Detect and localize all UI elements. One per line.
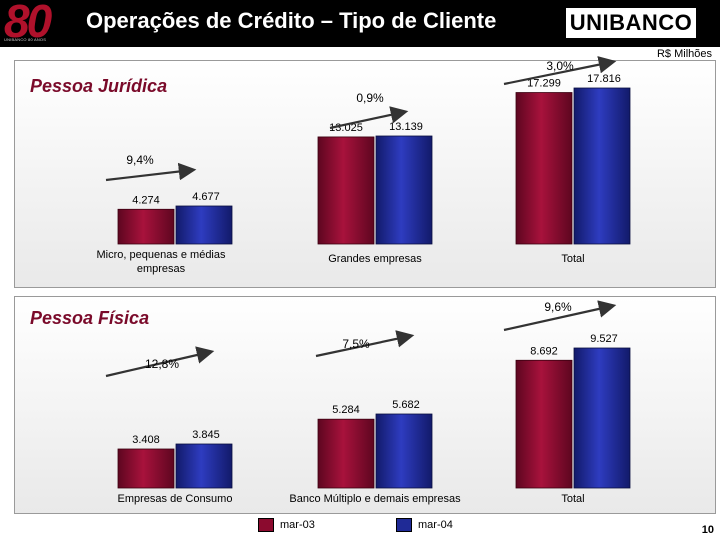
bar-pf-0-mar-03 [117, 448, 175, 489]
bar-pj-0-mar-03 [117, 208, 175, 245]
section-title-pf: Pessoa Física [30, 308, 150, 328]
legend-item-mar-03: mar-03 [258, 518, 315, 532]
legend-label-mar-04: mar-04 [418, 518, 453, 531]
unit-label: R$ Milhões [656, 48, 712, 60]
header-bar: 80 UNIBANCO 80 ANOS Operações de Crédito… [0, 0, 720, 47]
data-label-pf-1-mar-04: 5.682 [392, 399, 420, 411]
bar-pj-1-mar-04 [375, 135, 433, 245]
growth-label-pj-0: 9,4% [126, 153, 154, 167]
growth-arrow-pj-1 [329, 106, 409, 130]
anniversary-logo: 80 UNIBANCO 80 ANOS [2, 0, 72, 47]
category-label-pf-0: Empresas de Consumo [118, 493, 233, 505]
category-label-pj-1: Grandes empresas [328, 253, 422, 265]
data-label-pj-0-mar-04: 4.677 [192, 191, 220, 203]
logo-number: 80 [4, 0, 52, 47]
data-label-pf-2-mar-04: 9.527 [590, 333, 618, 345]
bar-pj-0-mar-04 [175, 205, 233, 245]
bar-pj-1-mar-03 [317, 136, 375, 245]
legend-swatch-mar-04 [396, 518, 412, 532]
data-label-pj-1-mar-04: 13.139 [389, 121, 423, 133]
growth-label-pf-1: 7,5% [342, 337, 370, 351]
data-label-pf-2-mar-03: 8.692 [530, 345, 558, 357]
page-title: Operações de Crédito – Tipo de Cliente [86, 8, 497, 33]
section-title-pj: Pessoa Jurídica [30, 76, 168, 96]
growth-arrow-pj-0 [105, 162, 197, 182]
bar-pf-0-mar-04 [175, 443, 233, 489]
data-label-pj-2-mar-04: 17.816 [587, 73, 621, 85]
data-label-pj-0-mar-03: 4.274 [132, 194, 160, 206]
legend-item-mar-04: mar-04 [396, 518, 453, 532]
bar-pf-1-mar-04 [375, 413, 433, 489]
brand-logo: UNIBANCO [566, 8, 696, 38]
growth-label-pj-1: 0,9% [356, 91, 384, 105]
growth-label-pj-2: 3,0% [546, 59, 574, 73]
legend-swatch-mar-03 [258, 518, 274, 532]
growth-arrow-pf-0 [105, 346, 215, 378]
bar-pf-2-mar-03 [515, 359, 573, 489]
category-label-pf-1: Banco Múltiplo e demais empresas [289, 493, 461, 505]
data-label-pj-2-mar-03: 17.299 [527, 78, 561, 90]
category-label-pf-2: Total [561, 493, 584, 505]
growth-label-pf-2: 9,6% [544, 300, 572, 314]
bar-pf-2-mar-04 [573, 347, 631, 489]
growth-arrow-pj-2 [503, 56, 617, 86]
legend-label-mar-03: mar-03 [280, 518, 315, 531]
bar-pj-2-mar-03 [515, 92, 573, 245]
growth-arrow-pf-2 [503, 300, 617, 332]
page-number: 10 [701, 524, 714, 536]
legend: mar-03 mar-04 [258, 516, 518, 534]
logo-tagline: UNIBANCO 80 ANOS [4, 37, 47, 42]
category-label-pj-0: Micro, pequenas e médias empresas [96, 249, 226, 275]
data-label-pf-0-mar-04: 3.845 [192, 429, 220, 441]
data-label-pj-1-mar-03: 13.025 [329, 122, 363, 134]
growth-arrow-pf-1 [315, 330, 415, 358]
data-label-pf-0-mar-03: 3.408 [132, 434, 160, 446]
data-label-pf-1-mar-03: 5.284 [332, 404, 360, 416]
brand-name: UNIBANCO [569, 10, 693, 35]
category-label-pj-2: Total [561, 253, 584, 265]
growth-label-pf-0: 12,8% [145, 357, 179, 371]
bar-pj-2-mar-04 [573, 87, 631, 245]
bar-pf-1-mar-03 [317, 418, 375, 489]
